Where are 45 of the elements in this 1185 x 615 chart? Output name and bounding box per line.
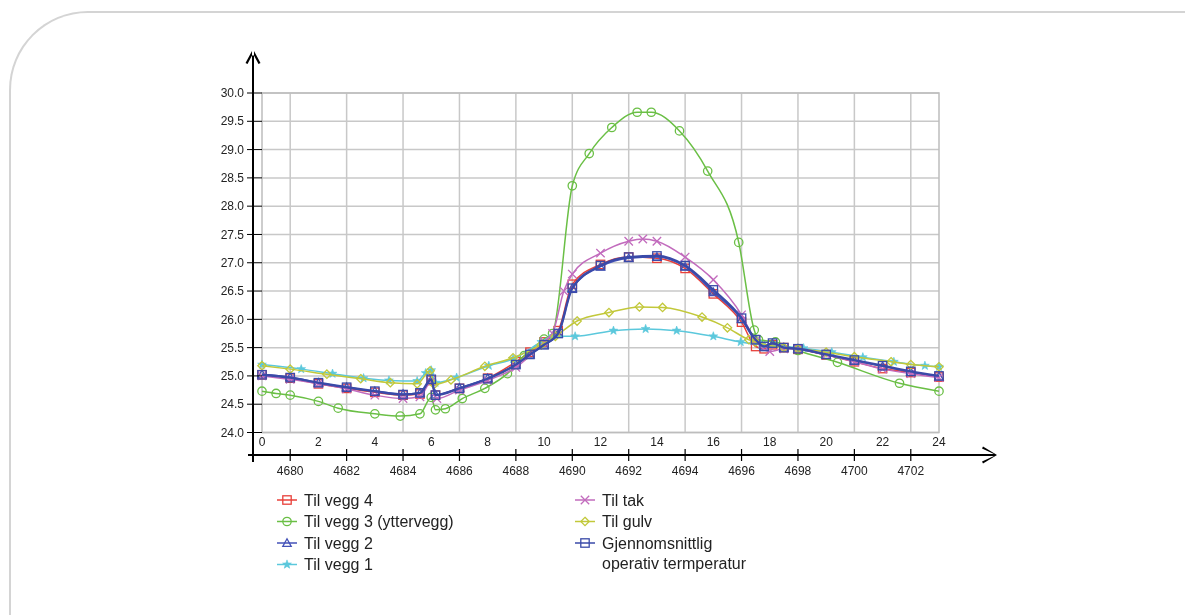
y-tick-label: 24.0 (220, 425, 245, 440)
legend-label: Gjennomsnittlig operativ termperatur (602, 534, 747, 573)
x2-tick-label: 4682 (333, 464, 361, 478)
x2-tick-label: 4694 (671, 464, 699, 478)
legend-label: Til vegg 2 (304, 534, 373, 552)
x-tick-label: 24 (932, 435, 946, 449)
y-tick-label: 26.0 (220, 312, 245, 327)
x2-tick-label: 4700 (841, 464, 869, 478)
y-tick-label: 25.0 (220, 369, 245, 384)
x-tick-label: 10 (537, 435, 552, 449)
x-tick-label: 22 (875, 435, 890, 449)
y-tick-label: 24.5 (220, 397, 245, 412)
x2-tick-label: 4698 (784, 464, 812, 478)
legend-label: Til vegg 3 (yttervegg) (304, 513, 454, 531)
x-tick-label: 0 (258, 435, 266, 449)
legend-label: Til vegg 4 (304, 491, 373, 509)
y-tick-label: 26.5 (220, 284, 245, 299)
legend-label: Til gulv (602, 513, 653, 531)
x-tick-label: 8 (484, 435, 492, 449)
x2-tick-label: 4696 (728, 464, 756, 478)
x-tick-label: 18 (763, 435, 777, 449)
x-tick-label: 16 (706, 435, 721, 449)
x-tick-label: 12 (593, 435, 608, 449)
x2-tick-label: 4702 (897, 464, 925, 478)
x2-tick-label: 4692 (615, 464, 643, 478)
y-tick-label: 28.5 (220, 171, 245, 186)
y-tick-label: 27.5 (220, 227, 245, 242)
y-tick-label: 29.5 (220, 114, 245, 129)
x2-tick-label: 4686 (446, 464, 474, 478)
y-tick-label: 29.0 (220, 142, 245, 157)
x2-tick-label: 4688 (502, 464, 530, 478)
x-tick-label: 14 (650, 435, 664, 449)
y-tick-label: 27.0 (220, 255, 245, 270)
x2-tick-label: 4680 (276, 464, 304, 478)
x-tick-label: 2 (315, 435, 323, 449)
x2-tick-label: 4684 (389, 464, 417, 478)
x-tick-label: 20 (819, 435, 834, 449)
x2-tick-label: 4690 (558, 464, 586, 478)
y-tick-label: 28.0 (220, 199, 245, 214)
legend-label: Til tak (602, 491, 646, 509)
y-tick-label: 25.5 (220, 340, 245, 355)
y-tick-label: 30.0 (220, 86, 245, 101)
x-tick-label: 4 (371, 435, 379, 449)
legend-label: Til vegg 1 (304, 556, 373, 574)
x-tick-label: 6 (427, 435, 435, 449)
